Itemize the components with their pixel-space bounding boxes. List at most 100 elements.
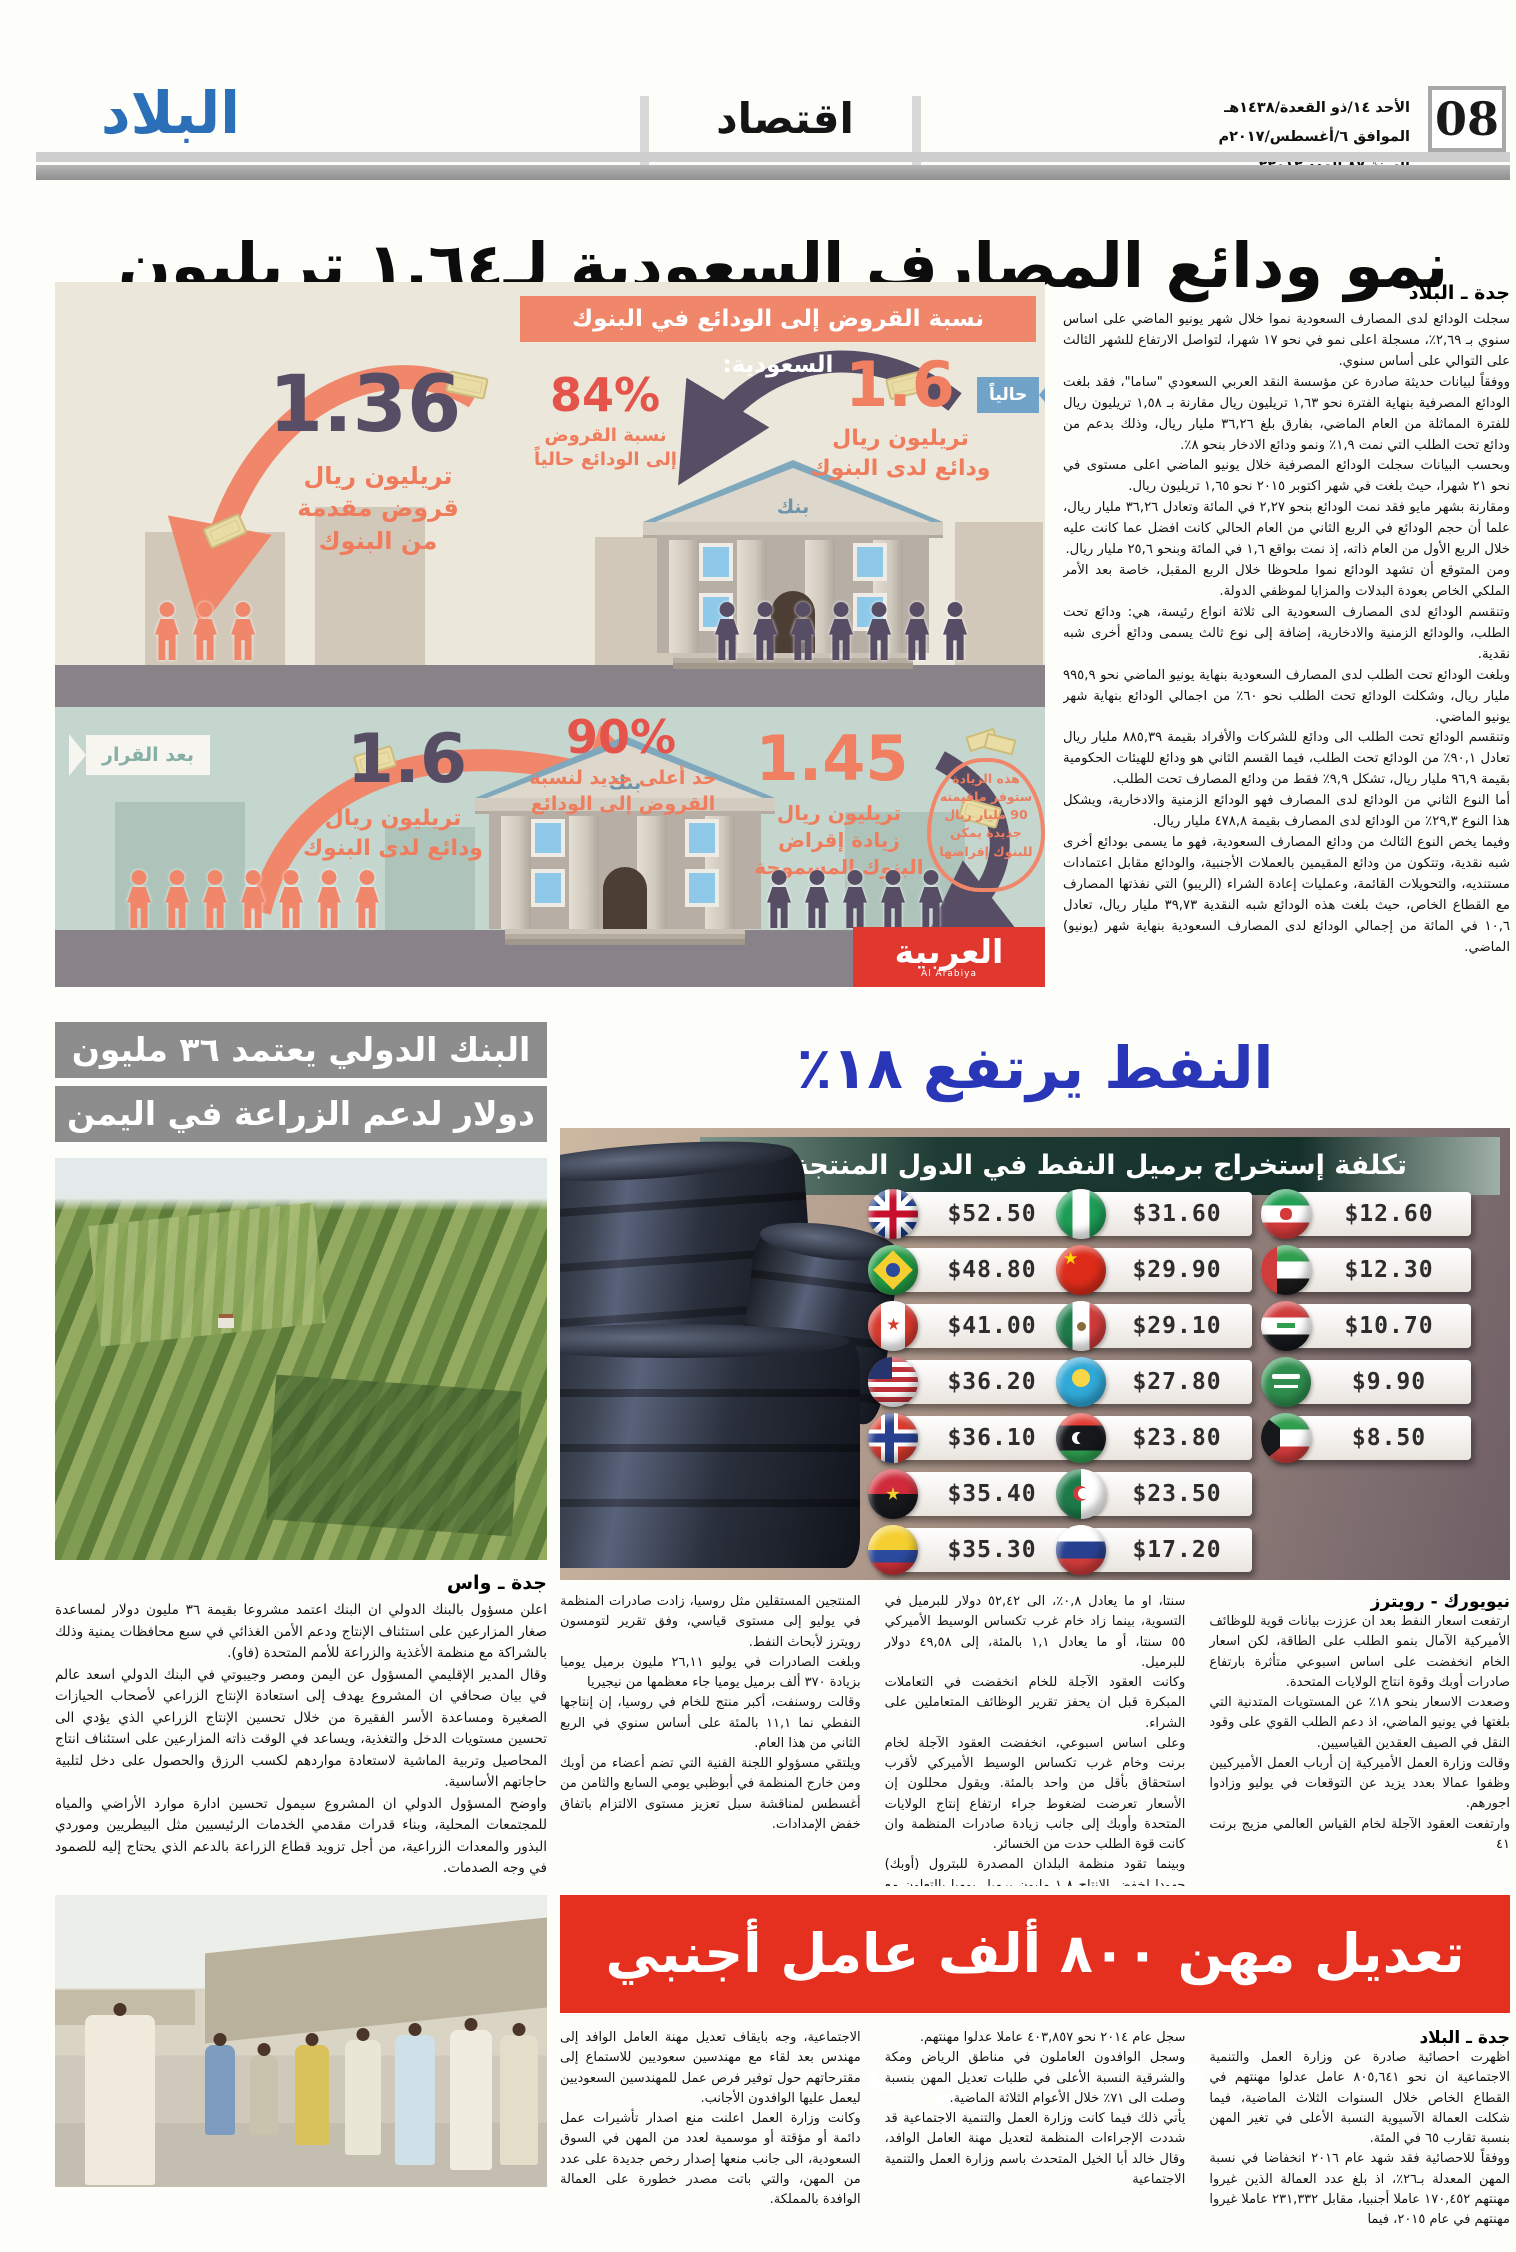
deposits-value-top: 1.6	[845, 348, 955, 421]
person-icon	[241, 870, 265, 928]
oil-cost-value: $8.50	[1351, 1425, 1427, 1451]
moneybag-note: هذه الزيادة ستوفر ماقيمته 90 مليار ريال …	[939, 771, 1033, 859]
oil-cost-value: $17.20	[1132, 1537, 1222, 1563]
oil-cost-row: $12.30	[1261, 1245, 1471, 1295]
oil-cost-row: $27.80	[1056, 1357, 1252, 1407]
moneybag-icon: هذه الزيادة ستوفر ماقيمته 90 مليار ريال …	[927, 727, 1045, 892]
bank-sign: بنك	[776, 496, 810, 518]
deposits-label-top: تريليون ريال ودائع لدى البنوك	[810, 426, 991, 481]
workers-article-col1: اظهرت احصائية صادرة عن وزارة العمل والتن…	[1209, 2050, 1510, 2228]
ratio-value: 84%	[549, 368, 661, 422]
loans-deposits-infographic: نسبة القروض إلى الودائع في البنوك السعود…	[55, 282, 1045, 987]
oil-cost-row: $9.90	[1261, 1357, 1471, 1407]
oil-cost-value: $48.80	[947, 1257, 1037, 1283]
person-icon	[867, 602, 891, 660]
yemen-headline-line1: البنك الدولي يعتمد ٣٦ مليون	[55, 1022, 547, 1078]
increase-label: تريليون ريال زيادة إقراض البنوك المسموحة	[754, 801, 924, 879]
depositors-group	[127, 870, 379, 928]
flag-united-kingdom-icon	[868, 1189, 918, 1239]
skyline-block	[955, 522, 1043, 667]
skyline-block	[385, 827, 475, 932]
oil-cost-value: $10.70	[1344, 1313, 1434, 1339]
after-tag-arrow-icon	[69, 734, 86, 776]
oil-cost-value: $27.80	[1132, 1369, 1222, 1395]
workers-article-col2: سجل عام ٢٠١٤ نحو ٤٠٣,٨٥٧ عاملا عدلوا مهن…	[884, 2030, 1186, 2187]
deposits-dateline: جدة ـ البلاد	[1408, 282, 1510, 304]
oil-cost-column-3: $12.60 $12.30 $10.70 $9.90 $8.50	[1261, 1189, 1471, 1463]
oil-dateline: نيويورك - رويترز	[1370, 1592, 1510, 1612]
terrace-house-icon	[218, 1318, 234, 1328]
oil-cost-value: $41.00	[947, 1313, 1037, 1339]
oil-cost-row: $29.10	[1056, 1301, 1252, 1351]
oil-cost-row: $17.20	[1056, 1525, 1252, 1575]
person-icon	[127, 870, 151, 928]
oil-cost-row: $12.60	[1261, 1189, 1471, 1239]
increase-value: 1.45	[755, 722, 909, 795]
newspaper-logo: البلاد	[100, 79, 242, 147]
person-icon	[193, 602, 217, 660]
cap-label: حد أعلى جديد لنسبة القروض إلى الودائع	[529, 767, 717, 815]
oil-cost-value: $29.90	[1132, 1257, 1222, 1283]
after-decision-tag: بعد القرار	[69, 734, 211, 776]
person-icon	[943, 602, 967, 660]
oil-infographic-title: تكلفة إستخراج برميل النفط في الدول المنت…	[700, 1137, 1500, 1195]
deposits-label-bottom: تريليون ريال ودائع لدى البنوك	[303, 806, 483, 861]
flag-iraq-icon	[1261, 1301, 1311, 1351]
bank-door-icon	[603, 867, 647, 929]
oil-cost-row: $31.60	[1056, 1189, 1252, 1239]
deposits-article: جدة ـ البلاد سجلت الودائع لدى المصارف ال…	[1063, 282, 1510, 1034]
flag-norway-icon	[868, 1413, 918, 1463]
oil-cost-value: $23.80	[1132, 1425, 1222, 1451]
deposits-body: سجلت الودائع لدى المصارف السعودية نموا خ…	[1063, 312, 1510, 955]
oil-article: نيويورك - رويترز ارتفعت اسعار النفط بعد …	[560, 1592, 1510, 1886]
workers-banner-headline: تعديل مهن ٨٠٠ ألف عامل أجنبي في ٣ سنوات	[560, 1895, 1510, 2103]
worker-figure	[205, 2045, 235, 2135]
oil-article-col1: ارتفعت اسعار النفط بعد ان عززت بيانات قو…	[1209, 1614, 1510, 1852]
worker-figure	[295, 2045, 329, 2145]
oil-headline: النفط يرتفع ١٨٪	[796, 1034, 1274, 1102]
deposits-value-bottom: 1.6	[346, 720, 468, 799]
depositors-group	[715, 602, 967, 660]
oil-article-col3: المنتجين المستقلين مثل روسيا، زادت صادرا…	[560, 1594, 861, 1832]
ground-strip-top	[55, 665, 1045, 707]
skyline-block	[315, 507, 425, 667]
oil-cost-value: $12.30	[1344, 1257, 1434, 1283]
oil-cost-row: $29.90	[1056, 1245, 1252, 1295]
section-divider-left	[640, 96, 649, 170]
oil-cost-row: $35.30	[868, 1525, 1070, 1575]
worker-figure	[85, 2015, 155, 2185]
oil-cost-column-1: $52.50 $48.80 $41.00 $36.20 $36.10 $35.4…	[868, 1189, 1070, 1575]
oil-article-col2: سنتا، او ما يعادل ٠,٨٪، الى ٥٢,٤٢ دولار …	[884, 1594, 1186, 1886]
oil-cost-value: $12.60	[1344, 1201, 1434, 1227]
loans-value: 1.36	[268, 360, 462, 450]
flag-kuwait-icon	[1261, 1413, 1311, 1463]
person-icon	[203, 870, 227, 928]
yemen-headline-line2: دولار لدعم الزراعة في اليمن	[55, 1086, 547, 1142]
section-title: اقتصاد	[716, 94, 854, 143]
oil-cost-row: $52.50	[868, 1189, 1070, 1239]
yemen-article: جدة ـ واس اعلن مسؤول بالبنك الدولي ان ال…	[55, 1572, 547, 1884]
flag-united-states-icon	[868, 1357, 918, 1407]
oil-cost-row: $8.50	[1261, 1413, 1471, 1463]
oil-cost-infographic: تكلفة إستخراج برميل النفط في الدول المنت…	[560, 1128, 1510, 1580]
now-tag-arrow-icon	[1039, 376, 1045, 414]
person-icon	[753, 602, 777, 660]
person-icon	[881, 870, 905, 928]
oil-cost-value: $9.90	[1351, 1369, 1427, 1395]
flag-russia-icon	[1056, 1525, 1106, 1575]
flag-mexico-icon	[1056, 1301, 1106, 1351]
flag-uae-icon	[1261, 1245, 1311, 1295]
yemen-terraces-photo	[55, 1158, 547, 1560]
worker-figure	[345, 2040, 381, 2155]
workers-crowd-photo	[55, 1895, 547, 2187]
alarabiya-logo: العربية Al Arabiya	[853, 927, 1045, 987]
flag-canada-icon	[868, 1301, 918, 1351]
person-icon	[231, 602, 255, 660]
oil-cost-value: $36.20	[947, 1369, 1037, 1395]
oil-cost-row: $35.40	[868, 1469, 1070, 1519]
oil-barrels-photo	[560, 1128, 910, 1580]
oil-cost-row: $23.80	[1056, 1413, 1252, 1463]
cap-value: 90%	[565, 710, 677, 764]
person-icon	[715, 602, 739, 660]
person-icon	[355, 870, 379, 928]
